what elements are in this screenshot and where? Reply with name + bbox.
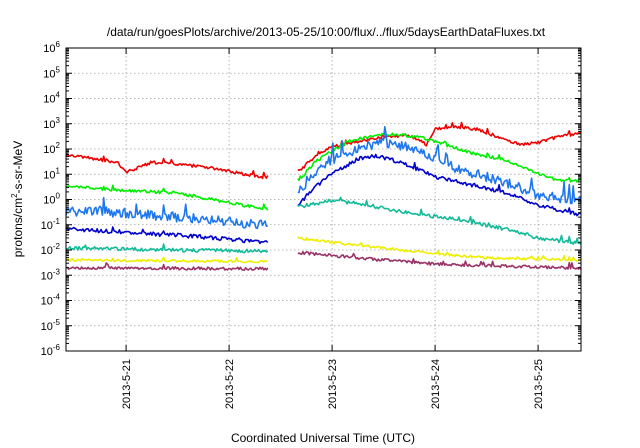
y-tick-label-exp: -2 (53, 242, 61, 251)
y-tick-label-base: 10 (41, 346, 53, 358)
y-tick-label-exp: 2 (56, 141, 61, 150)
y-tick-label-base: 10 (43, 94, 55, 106)
y-tick-label-base: 10 (41, 245, 53, 257)
y-tick-label: 10-4 (41, 293, 61, 308)
axis-ticks (66, 47, 581, 352)
y-tick-label: 10-6 (41, 343, 61, 358)
series-line (297, 196, 582, 246)
series-line (65, 196, 268, 230)
y-tick-labels: 10610510410310210110010-110-210-310-410-… (41, 40, 61, 358)
x-tick-label: 2013-5-23 (327, 359, 339, 409)
series-line (65, 256, 268, 264)
y-tick-label: 10-2 (41, 242, 61, 257)
y-tick-label-exp: -6 (53, 343, 61, 352)
y-tick-label-exp: 1 (56, 166, 61, 175)
x-axis-label: Coordinated Universal Time (UTC) (231, 431, 415, 445)
y-tick-label-exp: 4 (56, 91, 61, 100)
x-tick-labels: 2013-5-21 2013-5-22 2013-5-23 2013-5-24 2013… (121, 359, 545, 409)
y-tick-label-base: 10 (43, 169, 55, 181)
series-line (66, 262, 269, 271)
y-tick-label-base: 10 (41, 270, 53, 282)
chart-title: /data/run/goesPlots/archive/2013-05-25/1… (107, 25, 546, 39)
series-line (297, 132, 582, 183)
y-tick-label-base: 10 (41, 321, 53, 333)
y-tick-label: 105 (43, 65, 60, 80)
y-tick-label: 10-5 (41, 318, 61, 333)
y-tick-label: 100 (43, 192, 60, 207)
y-tick-label-base: 10 (43, 68, 55, 80)
y-tick-label-base: 10 (41, 296, 53, 308)
y-tick-label-exp: 3 (56, 116, 61, 125)
y-tick-label-base: 10 (43, 144, 55, 156)
grid-lines (66, 48, 581, 351)
series-line (65, 184, 269, 211)
y-tick-label-base: 10 (43, 43, 55, 55)
y-tick-label: 10-1 (41, 217, 61, 232)
x-tick-label: 2013-5-25 (533, 359, 545, 409)
series-lines (65, 121, 582, 271)
y-tick-label-base: 10 (43, 119, 55, 131)
y-axis-label-sup: 2 (10, 193, 19, 198)
y-tick-label: 10-3 (41, 267, 61, 282)
series-line (65, 153, 269, 180)
y-tick-label-exp: -5 (53, 318, 61, 327)
y-tick-label: 103 (43, 116, 60, 131)
y-tick-label: 104 (43, 91, 60, 106)
y-tick-label-exp: 0 (56, 192, 61, 201)
x-tick-label: 2013-5-21 (121, 359, 133, 409)
series-line (297, 153, 582, 217)
y-tick-label-exp: -3 (53, 267, 61, 276)
x-tick-label: 2013-5-24 (430, 359, 442, 409)
series-line (297, 126, 582, 205)
y-tick-label-exp: 5 (56, 65, 61, 74)
series-line (65, 226, 269, 245)
y-axis-label-rest: -s-sr-MeV (11, 141, 25, 194)
y-tick-label-exp: 6 (56, 40, 61, 49)
y-axis-label-base: protons/cm (11, 198, 25, 257)
y-axis-label: protons/cm2-s-sr-MeV (10, 141, 25, 257)
y-tick-label: 106 (43, 40, 60, 55)
series-line (297, 236, 582, 262)
y-tick-label-exp: -4 (53, 293, 61, 302)
y-tick-label: 102 (43, 141, 60, 156)
series-line (65, 243, 269, 254)
y-tick-label: 101 (43, 166, 60, 181)
x-tick-label: 2013-5-22 (224, 359, 236, 409)
y-tick-label-base: 10 (43, 195, 55, 207)
series-line (297, 250, 582, 271)
y-tick-label-base: 10 (41, 220, 53, 232)
y-tick-label-exp: -1 (53, 217, 61, 226)
